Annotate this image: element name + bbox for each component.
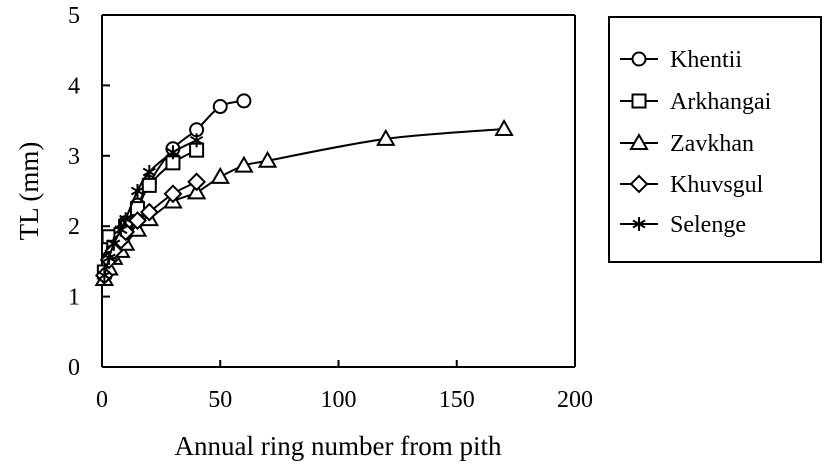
data-point: [234, 155, 254, 173]
axis-ticks: [102, 84, 458, 367]
data-point: [166, 145, 180, 160]
legend-label: Arkhangai: [670, 89, 772, 115]
data-point: [139, 202, 159, 222]
circle-marker-icon: [631, 51, 647, 67]
legend-item-selenge: Selenge: [620, 212, 746, 238]
y-tick-label: 0: [68, 355, 80, 381]
data-point: [163, 184, 183, 204]
data-point: [212, 99, 228, 115]
legend-item-khentii: Khentii: [620, 47, 742, 73]
data-point: [141, 177, 157, 193]
legend-item-zavkhan: Zavkhan: [620, 131, 754, 157]
data-point: [142, 164, 156, 179]
data-point: [102, 250, 116, 265]
x-tick-label: 0: [96, 387, 108, 413]
plot-area: [101, 14, 576, 368]
x-tick-label: 100: [321, 387, 357, 413]
series-selenge: [97, 133, 204, 283]
x-axis-title: Annual ring number from pith: [175, 431, 502, 461]
data-point: [130, 184, 145, 198]
data-series: [94, 93, 514, 286]
data-point: [107, 236, 121, 251]
legend-item-khuvsgul: Khuvsgul: [620, 172, 764, 198]
data-point: [190, 133, 204, 148]
series-zavkhan: [94, 119, 514, 286]
axis-tick-labels: 0 50 100 150 200 0 1 2 3 4 5: [68, 3, 593, 413]
y-axis-title: TL (mm): [14, 142, 44, 241]
data-point: [236, 93, 252, 109]
y-tick-label: 5: [68, 3, 80, 29]
legend-label: Khuvsgul: [670, 172, 764, 198]
data-point: [187, 172, 207, 192]
legend-label: Khentii: [670, 47, 742, 73]
diamond-marker-icon: [629, 174, 649, 194]
x-tick-label: 50: [208, 387, 232, 413]
x-tick-label: 200: [557, 387, 593, 413]
triangle-marker-icon: [629, 132, 649, 150]
legend-label: Zavkhan: [670, 131, 754, 157]
data-point: [494, 119, 514, 137]
data-point: [376, 128, 396, 146]
series-line-zavkhan: [103, 128, 505, 280]
data-point: [186, 182, 207, 200]
data-point: [114, 222, 128, 237]
square-marker-icon: [631, 93, 647, 109]
legend-label: Selenge: [670, 212, 746, 238]
data-point: [128, 211, 147, 230]
y-tick-label: 2: [68, 214, 80, 240]
legend: Khentii Arkhangai Zavkhan Khuvsgul Selenge: [608, 16, 822, 263]
legend-box: [608, 16, 822, 263]
y-tick-label: 4: [68, 73, 80, 99]
data-point: [97, 268, 111, 283]
x-tick-label: 150: [439, 387, 475, 413]
y-tick-label: 3: [68, 144, 80, 170]
data-point: [210, 166, 230, 184]
y-tick-label: 1: [68, 285, 80, 311]
data-point: [119, 212, 133, 227]
legend-item-arkhangai: Arkhangai: [620, 89, 772, 115]
data-point: [257, 150, 278, 168]
asterisk-marker-icon: [632, 217, 646, 231]
